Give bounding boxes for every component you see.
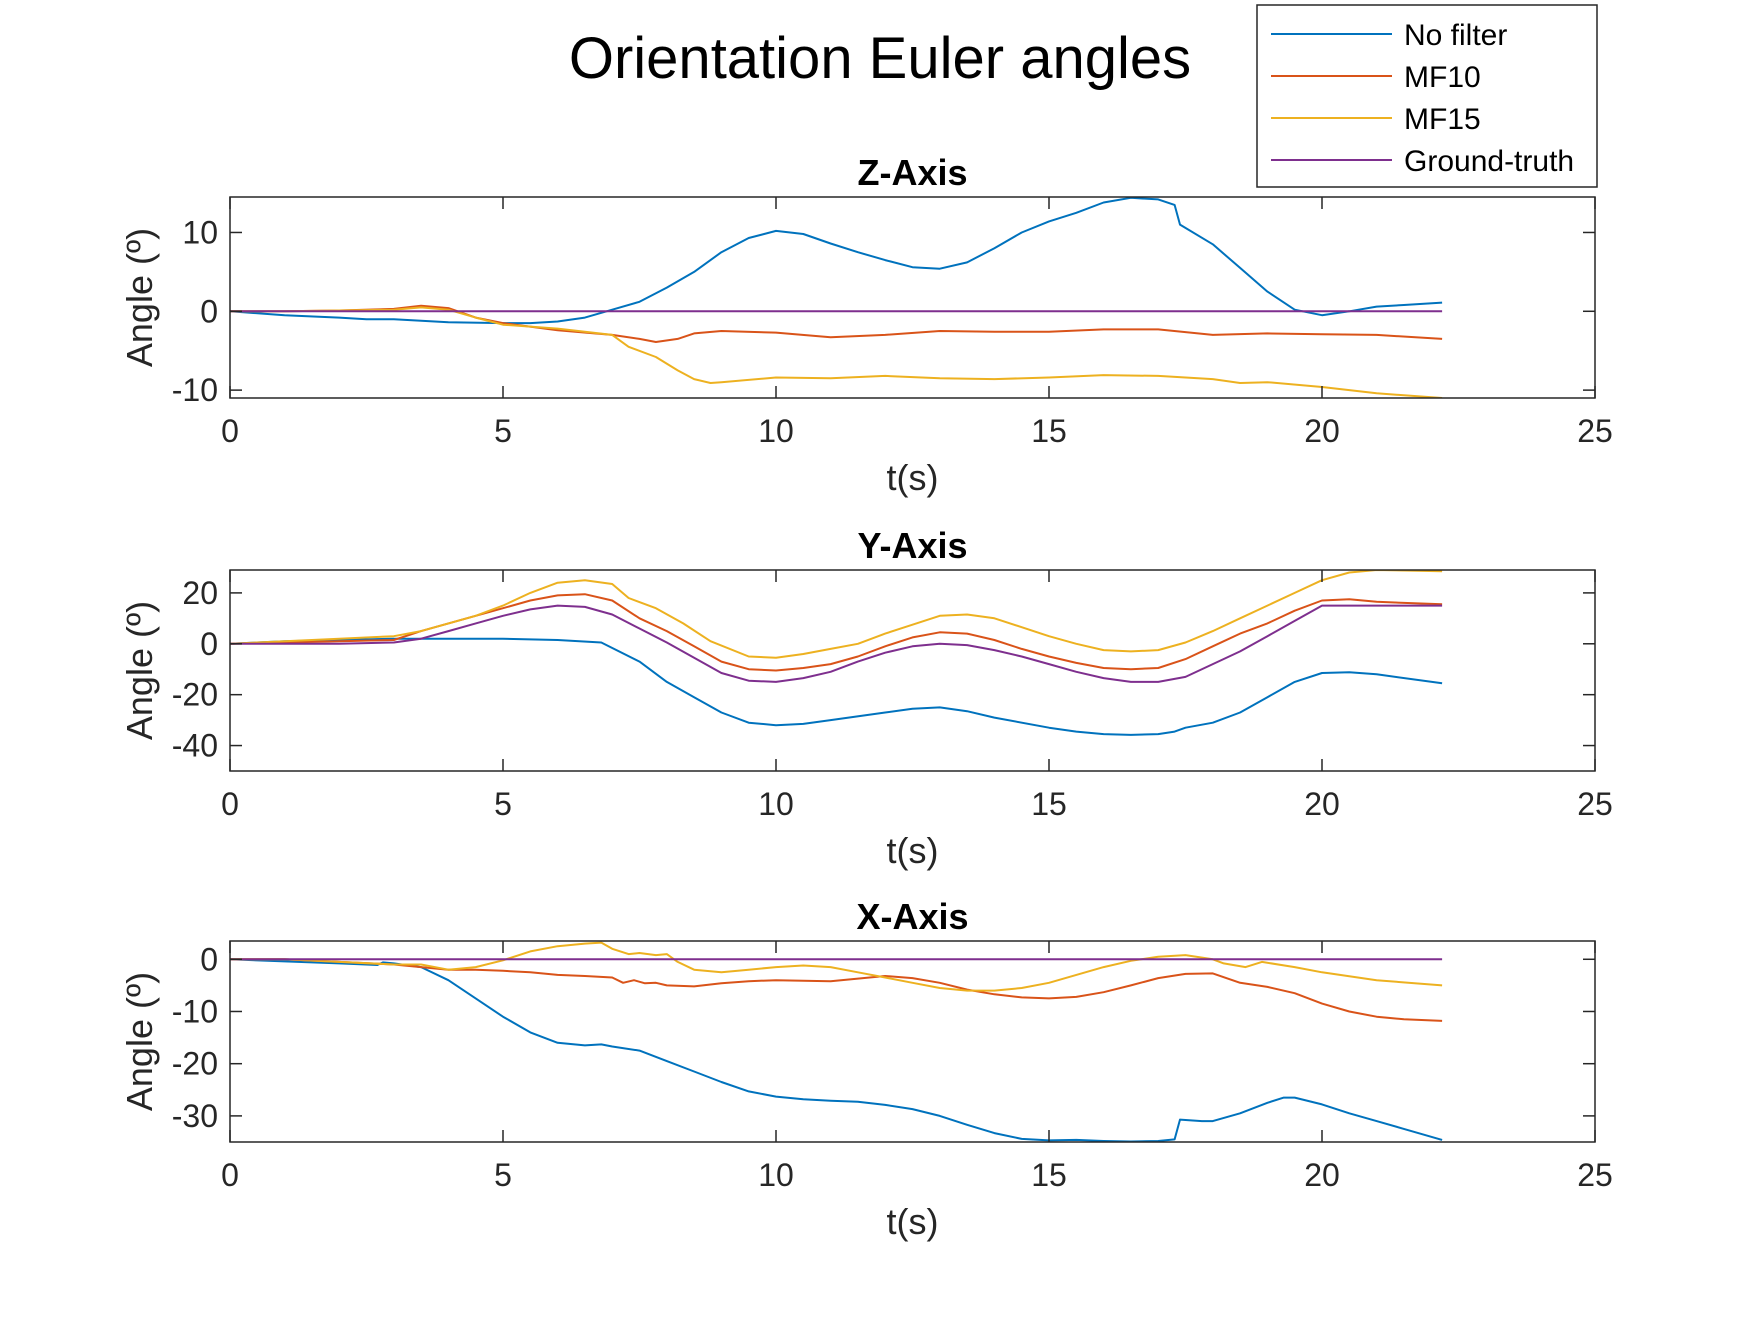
y-tick-label: -10	[172, 993, 218, 1029]
x-tick-label: 0	[221, 413, 239, 449]
y-tick-label: 20	[182, 575, 218, 611]
series-line-mf10	[230, 958, 1443, 1022]
x-tick-label: 5	[494, 786, 512, 822]
y-tick-label: -20	[172, 677, 218, 713]
x-tick-label: 10	[758, 413, 794, 449]
y-tick-label: -20	[172, 1046, 218, 1082]
axes-box	[229, 940, 1596, 1143]
x-axis-label: t(s)	[887, 1201, 939, 1242]
series-line-no-filter	[230, 637, 1443, 736]
y-tick-label: 0	[200, 293, 218, 329]
series-line-no-filter	[230, 958, 1443, 1142]
x-tick-label: 0	[221, 1157, 239, 1193]
x-tick-label: 20	[1304, 1157, 1340, 1193]
legend-label: No filter	[1404, 19, 1507, 52]
series-line-ground-truth	[230, 604, 1443, 683]
series-line-mf15	[230, 570, 1443, 659]
series-line-mf15	[230, 306, 1443, 398]
x-tick-label: 20	[1304, 786, 1340, 822]
subplot-Y-Axis: Y-Axis 0 5 10 15 20 25 -40 -20 0 20 t(s) Angle (º)	[119, 525, 1613, 871]
x-tick-label: 15	[1031, 1157, 1067, 1193]
y-tick-label: 0	[200, 941, 218, 977]
figure-title: Orientation Euler angles	[569, 26, 1191, 91]
legend-entry: Ground-truth	[1271, 145, 1574, 178]
series-line-mf15	[230, 941, 1443, 992]
series-line-no-filter	[230, 197, 1443, 325]
x-axis-label: t(s)	[887, 457, 939, 498]
series-line-mf10	[230, 304, 1443, 343]
x-tick-label: 25	[1577, 1157, 1613, 1193]
y-tick-label: 10	[182, 214, 218, 250]
subplot-title: Z-Axis	[857, 152, 967, 193]
x-tick-label: 20	[1304, 413, 1340, 449]
legend-label: MF15	[1404, 103, 1481, 136]
x-tick-label: 25	[1577, 413, 1613, 449]
y-tick-label: -40	[172, 728, 218, 764]
y-tick-label: 0	[200, 626, 218, 662]
x-tick-label: 15	[1031, 786, 1067, 822]
legend-entry: No filter	[1271, 19, 1507, 52]
subplot-title: Y-Axis	[857, 525, 967, 566]
x-tick-label: 10	[758, 786, 794, 822]
y-axis-label: Angle (º)	[119, 601, 160, 740]
subplot-X-Axis: X-Axis 0 5 10 15 20 25 -30 -20 -10 0 t(s) Angle (º)	[119, 896, 1613, 1242]
y-tick-label: -10	[172, 372, 218, 408]
x-tick-label: 15	[1031, 413, 1067, 449]
y-axis-label: Angle (º)	[119, 228, 160, 367]
legend-label: Ground-truth	[1404, 145, 1574, 178]
axes-box	[229, 196, 1596, 399]
subplot-title: X-Axis	[856, 896, 968, 937]
x-tick-label: 10	[758, 1157, 794, 1193]
x-tick-label: 5	[494, 413, 512, 449]
x-tick-label: 25	[1577, 786, 1613, 822]
y-tick-label: -30	[172, 1098, 218, 1134]
x-tick-label: 5	[494, 1157, 512, 1193]
legend-entry: MF15	[1271, 103, 1481, 136]
y-axis-label: Angle (º)	[119, 972, 160, 1111]
series-line-mf10	[230, 593, 1443, 672]
axes-box	[229, 569, 1596, 772]
x-axis-label: t(s)	[887, 830, 939, 871]
legend-label: MF10	[1404, 61, 1481, 94]
legend: No filter MF10 MF15 Ground-truth	[1256, 4, 1598, 188]
x-tick-label: 0	[221, 786, 239, 822]
legend-entry: MF10	[1271, 61, 1481, 94]
legend-box	[1256, 4, 1598, 188]
